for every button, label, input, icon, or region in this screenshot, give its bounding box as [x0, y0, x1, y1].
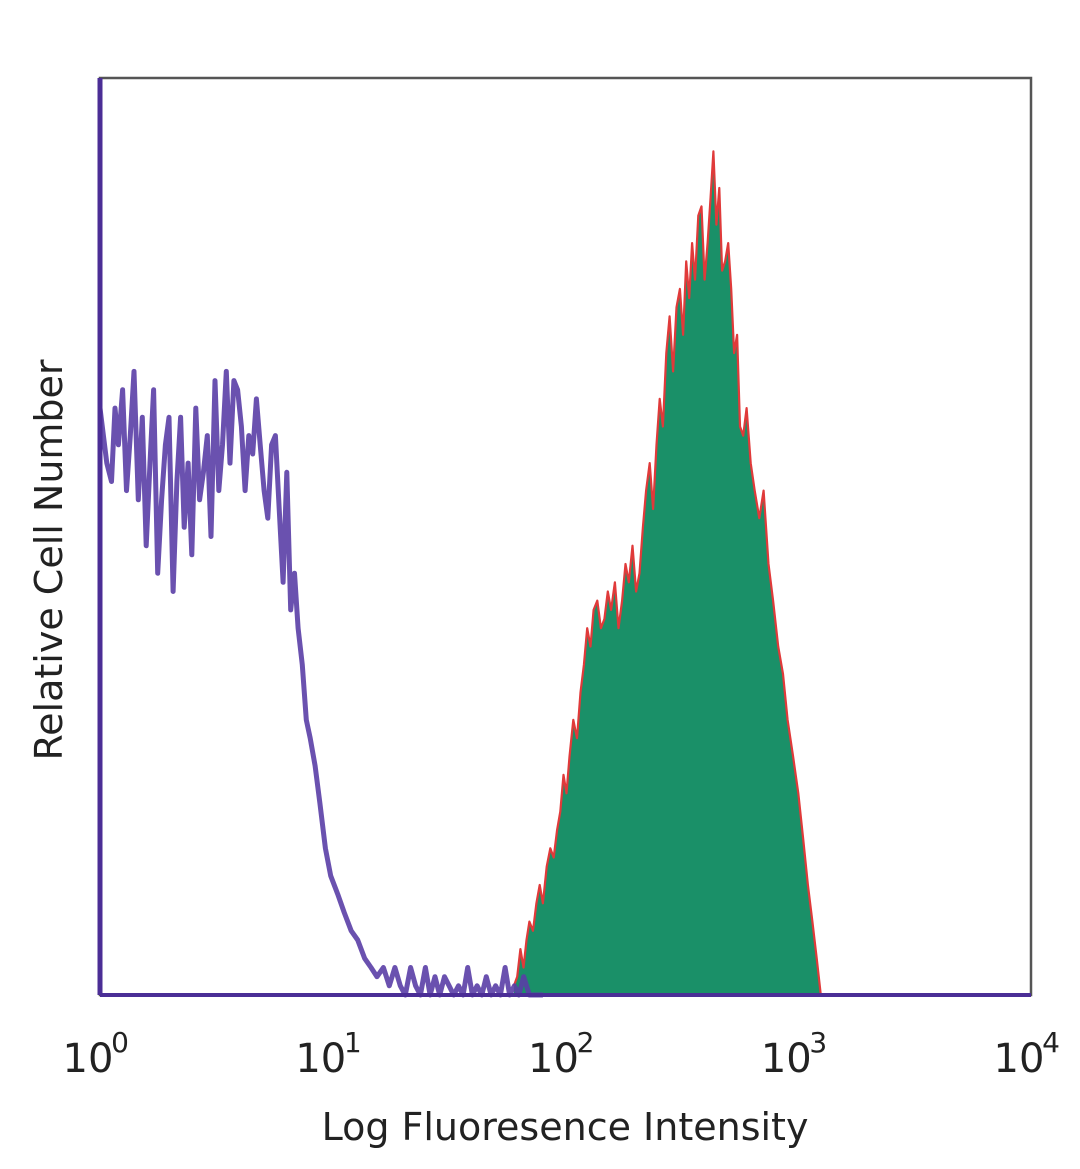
x-tick-exponent: 2 — [577, 1026, 595, 1059]
stained-histogram-edge — [512, 150, 822, 996]
x-tick-exponent: 1 — [344, 1026, 362, 1059]
x-tick-exponent: 3 — [809, 1026, 827, 1059]
stained-histogram-fill — [513, 151, 821, 995]
x-tick-label: 10 — [528, 1036, 579, 1082]
y-axis-title: Relative Cell Number — [27, 359, 71, 760]
x-tick-label: 10 — [761, 1036, 812, 1082]
x-tick-exponent: 0 — [111, 1026, 129, 1059]
x-tick-label: 10 — [295, 1036, 346, 1082]
control-histogram-line — [97, 368, 543, 998]
x-tick-label: 10 — [994, 1036, 1045, 1082]
x-tick-label: 10 — [63, 1036, 114, 1082]
x-tick-labels: 100 101 102 103 104 — [63, 1026, 1060, 1082]
x-axis-title: Log Fluoresence Intensity — [322, 1105, 809, 1149]
series-layer — [97, 150, 822, 998]
x-tick-exponent: 4 — [1042, 1026, 1060, 1059]
